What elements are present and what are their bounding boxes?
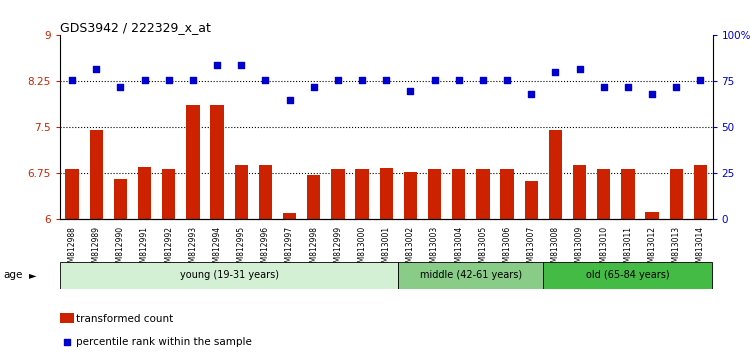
Point <box>694 77 706 82</box>
Point <box>284 97 296 103</box>
Bar <box>646 212 658 219</box>
Point <box>477 77 489 82</box>
Bar <box>670 169 683 219</box>
Bar <box>332 169 344 219</box>
Bar <box>694 165 707 219</box>
Text: middle (42-61 years): middle (42-61 years) <box>420 270 522 280</box>
Text: GDS3942 / 222329_x_at: GDS3942 / 222329_x_at <box>60 21 211 34</box>
Text: ►: ► <box>28 270 36 280</box>
Point <box>187 77 199 82</box>
Text: age: age <box>4 270 23 280</box>
Point <box>122 294 134 300</box>
Point <box>308 84 320 90</box>
Bar <box>404 172 417 219</box>
Bar <box>621 169 634 219</box>
Point <box>163 77 175 82</box>
Text: transformed count: transformed count <box>76 314 174 324</box>
Point <box>670 84 682 90</box>
Point <box>90 66 102 72</box>
Bar <box>162 169 176 219</box>
Point <box>139 77 151 82</box>
Point <box>211 62 223 68</box>
Bar <box>307 175 320 219</box>
Point <box>66 77 78 82</box>
Text: old (65-84 years): old (65-84 years) <box>586 270 670 280</box>
Bar <box>211 105 224 219</box>
Bar <box>597 169 610 219</box>
Text: young (19-31 years): young (19-31 years) <box>180 270 279 280</box>
Point <box>115 84 127 90</box>
Bar <box>65 169 79 219</box>
Bar <box>60 262 398 289</box>
Point <box>236 62 248 68</box>
Bar <box>398 262 543 289</box>
Bar <box>524 182 538 219</box>
Bar <box>380 168 393 219</box>
Bar <box>428 169 441 219</box>
Bar <box>186 105 200 219</box>
Point <box>332 77 344 82</box>
Point <box>356 77 368 82</box>
Bar <box>138 167 152 219</box>
Bar <box>549 130 562 219</box>
Point <box>501 77 513 82</box>
Point <box>550 69 562 75</box>
Point <box>598 84 610 90</box>
Point <box>646 91 658 97</box>
Bar <box>356 169 369 219</box>
Bar <box>543 262 712 289</box>
Bar <box>500 169 514 219</box>
Bar <box>235 165 248 219</box>
Point <box>260 77 272 82</box>
Bar <box>573 165 586 219</box>
Point <box>428 77 440 82</box>
Point <box>525 91 537 97</box>
Point <box>574 66 586 72</box>
Bar <box>283 213 296 219</box>
Text: percentile rank within the sample: percentile rank within the sample <box>76 337 252 347</box>
Point <box>453 77 465 82</box>
Bar <box>452 169 466 219</box>
Point <box>622 84 634 90</box>
Bar <box>259 165 272 219</box>
Bar <box>476 169 490 219</box>
Point <box>404 88 416 93</box>
Point <box>380 77 392 82</box>
Bar <box>114 179 127 219</box>
Bar <box>89 130 103 219</box>
